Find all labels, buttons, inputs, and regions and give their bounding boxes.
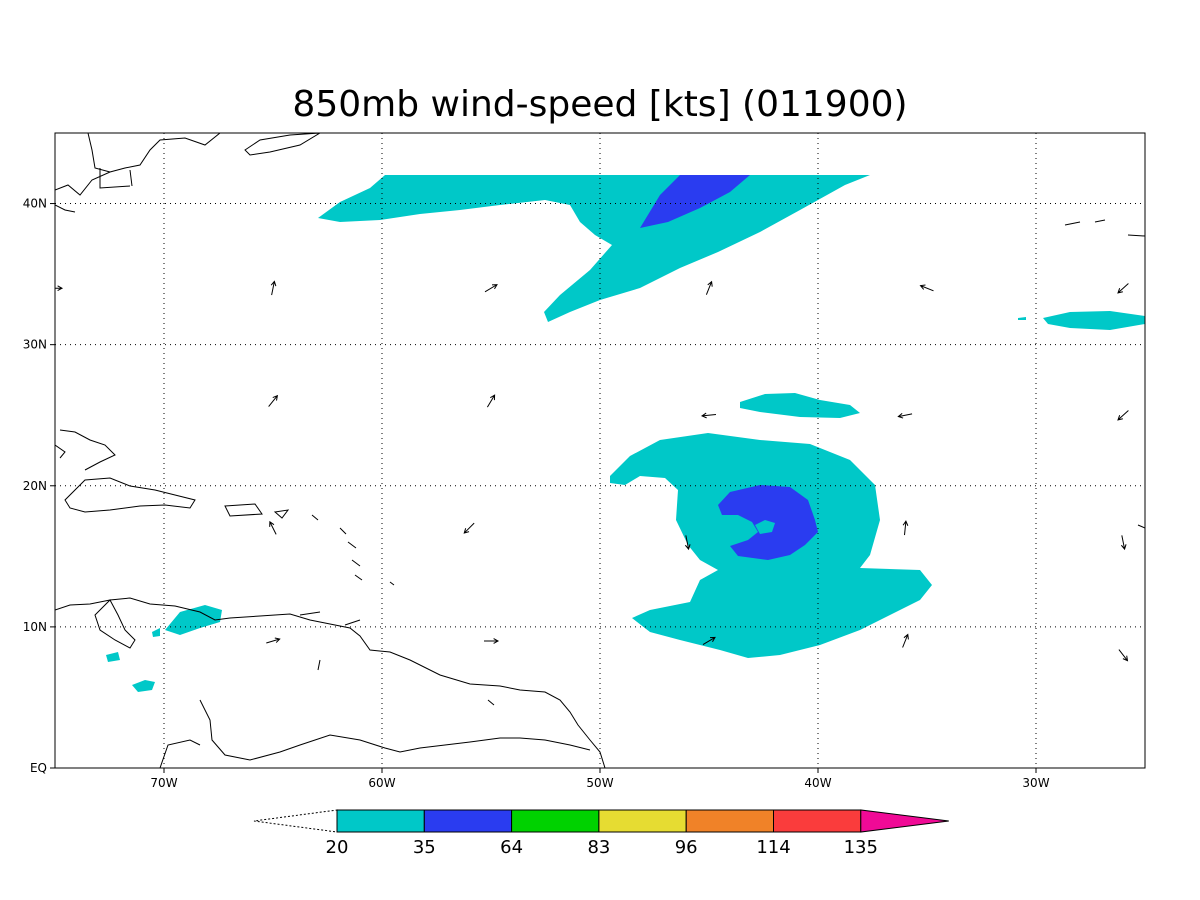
wind-vector-arrow bbox=[1117, 410, 1129, 421]
wind-vector-arrow bbox=[1117, 283, 1129, 294]
wind-vector-arrow bbox=[684, 535, 691, 551]
colorbar-segment bbox=[598, 809, 687, 833]
wind-vector-arrow bbox=[702, 636, 716, 646]
colorbar-segment bbox=[336, 809, 425, 833]
wind-vector-arrow bbox=[902, 520, 909, 536]
colorbar-label: 20 bbox=[326, 837, 349, 858]
wind-vector-arrow bbox=[919, 284, 934, 292]
colorbar-label: 83 bbox=[587, 837, 610, 858]
jet-streak-north bbox=[318, 175, 870, 322]
wind-vector-arrow bbox=[700, 412, 717, 419]
colorbar-low-extension bbox=[253, 809, 338, 833]
lon-tick-label: 40W bbox=[804, 776, 831, 790]
wind-vector-arrow bbox=[270, 280, 277, 296]
shading-caribbean-2 bbox=[106, 652, 120, 662]
shading-east-of-storm bbox=[740, 393, 860, 418]
wind-vector-arrow bbox=[902, 633, 909, 648]
grid-lines bbox=[55, 133, 1145, 768]
wind-vector-arrow bbox=[705, 280, 713, 295]
wind-vectors bbox=[55, 280, 1129, 662]
colorbar-segment bbox=[773, 809, 862, 833]
coastlines bbox=[55, 133, 1145, 768]
lat-tick-label: 10N bbox=[23, 620, 47, 634]
lon-tick-label: 30W bbox=[1022, 776, 1049, 790]
lat-tick-label: 30N bbox=[23, 338, 47, 352]
lon-tick-label: 60W bbox=[368, 776, 395, 790]
wind-vector-arrow bbox=[268, 394, 279, 407]
wind-vector-arrow bbox=[55, 285, 64, 292]
shading-caribbean-3 bbox=[132, 680, 155, 692]
lat-tick-label: 40N bbox=[23, 197, 47, 211]
wind-speed-shading-35-64 bbox=[640, 175, 818, 560]
map-plot-area bbox=[55, 133, 1145, 768]
wind-vector-arrow bbox=[266, 637, 281, 644]
colorbar-label: 64 bbox=[500, 837, 523, 858]
colorbar-label: 35 bbox=[413, 837, 436, 858]
shading-north-atlantic-east bbox=[1043, 311, 1145, 330]
wind-vector-arrow bbox=[897, 413, 913, 419]
colorbar: 20 35 64 83 96 114 135 bbox=[253, 809, 949, 858]
lat-tick-label: 20N bbox=[23, 479, 47, 493]
colorbar-segment bbox=[423, 809, 513, 833]
latitude-tick-labels: EQ 10N 20N 30N 40N bbox=[23, 197, 55, 775]
wind-vector-arrow bbox=[1120, 535, 1127, 551]
colorbar-high-extension bbox=[860, 809, 949, 833]
colorbar-label: 96 bbox=[675, 837, 698, 858]
wind-vector-arrow bbox=[484, 638, 500, 644]
map-title: 850mb wind-speed [kts] (011900) bbox=[292, 84, 907, 125]
wind-vector-arrow bbox=[484, 284, 498, 293]
shading-caribbean-4 bbox=[152, 628, 160, 637]
wind-vector-arrow bbox=[1118, 649, 1129, 662]
shading-caribbean-1 bbox=[165, 605, 222, 635]
colorbar-segment bbox=[511, 809, 600, 833]
storm-core bbox=[718, 485, 818, 560]
wind-speed-shading-20-35 bbox=[106, 175, 1145, 692]
colorbar-label: 135 bbox=[844, 837, 878, 858]
longitude-tick-labels: 70W 60W 50W 40W 30W bbox=[150, 768, 1050, 790]
shading-small-patch-east bbox=[1018, 317, 1026, 320]
colorbar-segment bbox=[685, 809, 775, 833]
wind-vector-arrow bbox=[269, 520, 277, 535]
lon-tick-label: 50W bbox=[586, 776, 613, 790]
wind-vector-arrow bbox=[486, 394, 496, 408]
jet-core bbox=[640, 175, 750, 228]
wind-vector-arrow bbox=[463, 522, 475, 534]
colorbar-label: 114 bbox=[756, 837, 790, 858]
lon-tick-label: 70W bbox=[150, 776, 177, 790]
lat-tick-label: EQ bbox=[30, 761, 47, 775]
